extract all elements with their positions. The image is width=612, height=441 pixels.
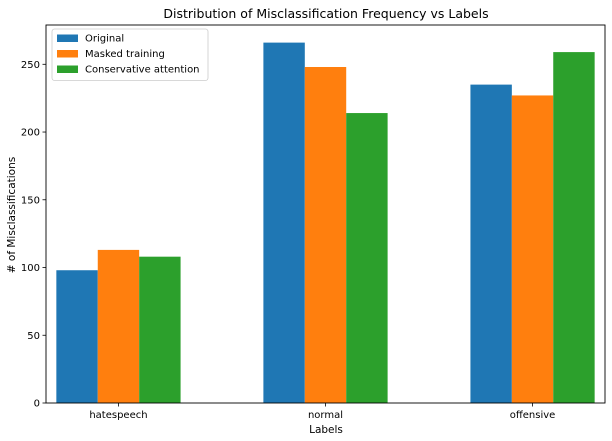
bar-2-1	[346, 113, 388, 403]
y-axis-label: # of Misclassifications	[6, 157, 18, 273]
bar-1-0	[97, 249, 140, 403]
y-tick-label-1: 50	[27, 331, 40, 342]
x-tick-label-1: normal	[308, 410, 343, 421]
legend-swatch-0	[57, 34, 78, 42]
legend-label-0: Original	[85, 34, 124, 45]
y-tick-label-3: 150	[21, 195, 40, 206]
legend-box	[51, 28, 209, 81]
bar-0-1	[263, 42, 305, 404]
y-tick-label-5: 250	[21, 60, 40, 71]
x-tick-label-0: hatespeech	[89, 410, 147, 421]
bar-2-2	[553, 52, 595, 403]
y-tick-label-0: 0	[34, 399, 40, 410]
plot-area	[45, 24, 606, 404]
bar-1-1	[304, 67, 347, 403]
y-tick-label-4: 200	[21, 128, 40, 139]
chart-title: Distribution of Misclassification Freque…	[163, 6, 488, 21]
bar-0-2	[470, 84, 512, 404]
axis-ticks: 0 50 100 150 200 250 hatespeech normal offensive	[21, 60, 555, 421]
legend-label-1: Masked training	[85, 49, 165, 60]
legend-swatch-1	[57, 50, 78, 58]
x-axis-label: Labels	[309, 424, 343, 436]
bar-1-2	[511, 95, 554, 403]
x-tick-label-2: offensive	[510, 410, 556, 421]
legend: Original Masked training Conservative atte…	[51, 28, 209, 81]
legend-swatch-2	[57, 65, 78, 73]
y-tick-label-2: 100	[21, 263, 40, 274]
bar-2-0	[139, 256, 181, 403]
bar-0-0	[56, 270, 98, 403]
legend-label-2: Conservative attention	[85, 65, 200, 76]
